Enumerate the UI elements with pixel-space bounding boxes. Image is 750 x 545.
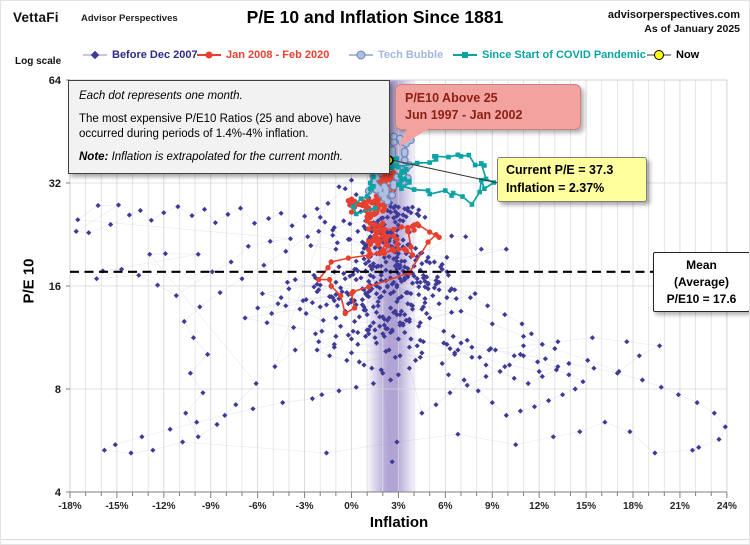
legend-label: Since Start of COVID Pandemic xyxy=(482,49,646,61)
callout-line: P/E10 Above 25 xyxy=(405,91,498,105)
footer-rule xyxy=(1,539,749,540)
source-attribution: advisorperspectives.com As of January 20… xyxy=(608,9,740,36)
x-tick-labels: -18% -15% -12% -9% -6% -3% 0% 3% 6% 9% 12% 15% 18% 21… xyxy=(58,501,737,512)
callout-line: Mean (Average) xyxy=(674,258,729,289)
red-dot-marker-icon xyxy=(197,51,221,59)
svg-text:15%: 15% xyxy=(576,501,596,512)
now-marker-icon xyxy=(647,50,671,60)
current-pe-callout: Current P/E = 37.3 Inflation = 2.37% xyxy=(497,157,647,202)
site-url: advisorperspectives.com xyxy=(607,9,740,21)
series-before-dec-2007 xyxy=(73,177,728,465)
svg-text:4: 4 xyxy=(55,487,62,499)
legend-item-before-dec-2007: Before Dec 2007 xyxy=(83,49,198,61)
callout-line: P/E10 = 17.6 xyxy=(666,291,737,306)
svg-text:-6%: -6% xyxy=(249,501,267,512)
info-note: Note: Inflation is extrapolated for the … xyxy=(79,150,379,165)
svg-text:8: 8 xyxy=(55,384,61,396)
y-axis-title: P/E 10 xyxy=(20,258,38,304)
legend-item-jan2008-feb2020: Jan 2008 - Feb 2020 xyxy=(197,49,329,61)
svg-text:16: 16 xyxy=(49,281,61,293)
tech-bubble-marker-icon xyxy=(349,50,373,60)
svg-text:18%: 18% xyxy=(623,501,643,512)
legend-label: Tech Bubble xyxy=(378,49,444,61)
svg-text:-3%: -3% xyxy=(296,501,314,512)
axes xyxy=(65,79,728,498)
svg-text:-12%: -12% xyxy=(152,501,175,512)
legend-item-covid: Since Start of COVID Pandemic xyxy=(453,49,646,61)
svg-text:12%: 12% xyxy=(529,501,549,512)
svg-text:21%: 21% xyxy=(670,501,690,512)
legend-label: Before Dec 2007 xyxy=(112,49,198,61)
svg-text:32: 32 xyxy=(49,178,61,190)
legend-label: Jan 2008 - Feb 2020 xyxy=(226,49,330,61)
svg-text:0%: 0% xyxy=(344,501,359,512)
svg-text:9%: 9% xyxy=(485,501,500,512)
legend-item-now: Now xyxy=(647,49,699,61)
svg-text:3%: 3% xyxy=(391,501,406,512)
info-note-box: Each dot represents one month. The most … xyxy=(68,80,390,174)
svg-text:-18%: -18% xyxy=(58,501,81,512)
tech-bubble-callout: P/E10 Above 25 Jun 1997 - Jan 2002 xyxy=(395,84,581,148)
log-scale-label: Log scale xyxy=(15,56,62,67)
svg-text:-15%: -15% xyxy=(105,501,128,512)
note-prefix: Note: xyxy=(79,150,109,163)
info-line-2: The most expensive P/E10 Ratios (25 and … xyxy=(79,112,361,140)
callout-line: Jun 1997 - Jan 2002 xyxy=(405,107,523,122)
info-line-1: Each dot represents one month. xyxy=(79,90,243,102)
teal-square-marker-icon xyxy=(453,52,477,58)
vettafi-logo: VettaFi xyxy=(13,10,59,25)
diamond-marker-icon xyxy=(83,50,107,60)
legend-item-tech-bubble: Tech Bubble xyxy=(349,49,443,61)
svg-text:24%: 24% xyxy=(717,501,737,512)
svg-text:6%: 6% xyxy=(438,501,453,512)
legend-label: Now xyxy=(676,49,700,61)
note-text: Inflation is extrapolated for the curren… xyxy=(108,150,343,163)
y-tick-labels: 4 8 16 32 64 xyxy=(49,75,62,499)
mean-callout: Mean (Average) P/E10 = 17.6 xyxy=(653,252,749,313)
x-axis-title: Inflation xyxy=(369,514,429,531)
as-of-date: As of January 2025 xyxy=(644,22,740,35)
page-title: P/E 10 and Inflation Since 1881 xyxy=(246,7,504,27)
advisor-perspectives-label: Advisor Perspectives xyxy=(81,13,178,24)
svg-text:-9%: -9% xyxy=(202,501,220,512)
callout-line: Inflation = 2.37% xyxy=(506,180,605,195)
now-connector-line xyxy=(392,159,499,184)
svg-text:64: 64 xyxy=(49,75,62,87)
callout-line: Current P/E = 37.3 xyxy=(506,163,614,177)
